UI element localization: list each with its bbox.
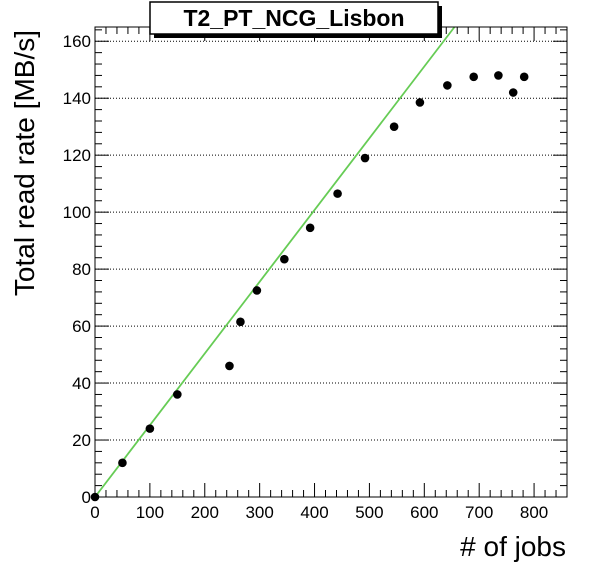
data-point [415, 98, 425, 107]
y-tick-label: 160 [63, 32, 91, 51]
y-tick-label: 80 [72, 260, 91, 279]
data-point [236, 317, 245, 327]
x-tick-label: 0 [90, 503, 99, 522]
y-axis-title: Total read rate [MB/s] [9, 30, 40, 296]
data-point [333, 189, 342, 198]
x-axis-title: # of jobs [460, 531, 566, 562]
fit-line [94, 26, 456, 498]
data-point [508, 88, 518, 97]
plot-frame [94, 26, 568, 498]
data-point [360, 153, 370, 163]
data-point [469, 72, 478, 82]
x-tick-label: 200 [191, 503, 219, 522]
data-point [173, 390, 182, 399]
data-point [494, 71, 503, 80]
data-point [280, 254, 289, 264]
data-point [305, 223, 315, 233]
data-point [389, 122, 399, 131]
data-point [225, 361, 234, 371]
y-tick-label: 20 [72, 431, 91, 450]
x-tick-label: 400 [300, 503, 328, 522]
y-tick-label: 0 [82, 488, 91, 507]
grid-lines [95, 40, 567, 441]
tick-labels: 0 20 40 60 80 100 120 140 160 0 100 200 300 400 500 600… [63, 32, 549, 522]
data-point [519, 72, 529, 82]
y-tick-label: 40 [72, 374, 91, 393]
x-tick-label: 100 [136, 503, 164, 522]
x-tick-label: 800 [520, 503, 548, 522]
data-point [118, 458, 127, 468]
x-tick-label: 600 [410, 503, 438, 522]
y-tick-label: 100 [63, 203, 91, 222]
x-tick-label: 500 [355, 503, 383, 522]
chart-title: T2_PT_NCG_Lisbon [183, 5, 404, 31]
axis-ticks [94, 27, 567, 498]
data-point [443, 81, 452, 90]
data-points [90, 71, 529, 502]
data-point [252, 286, 262, 295]
x-tick-label: 300 [245, 503, 273, 522]
x-tick-label: 700 [465, 503, 493, 522]
y-tick-label: 60 [72, 317, 91, 336]
data-point [145, 424, 155, 433]
title-box: T2_PT_NCG_Lisbon [149, 1, 442, 38]
y-tick-label: 140 [63, 89, 91, 108]
y-tick-label: 120 [63, 146, 91, 165]
fit-line-layer [94, 26, 456, 498]
